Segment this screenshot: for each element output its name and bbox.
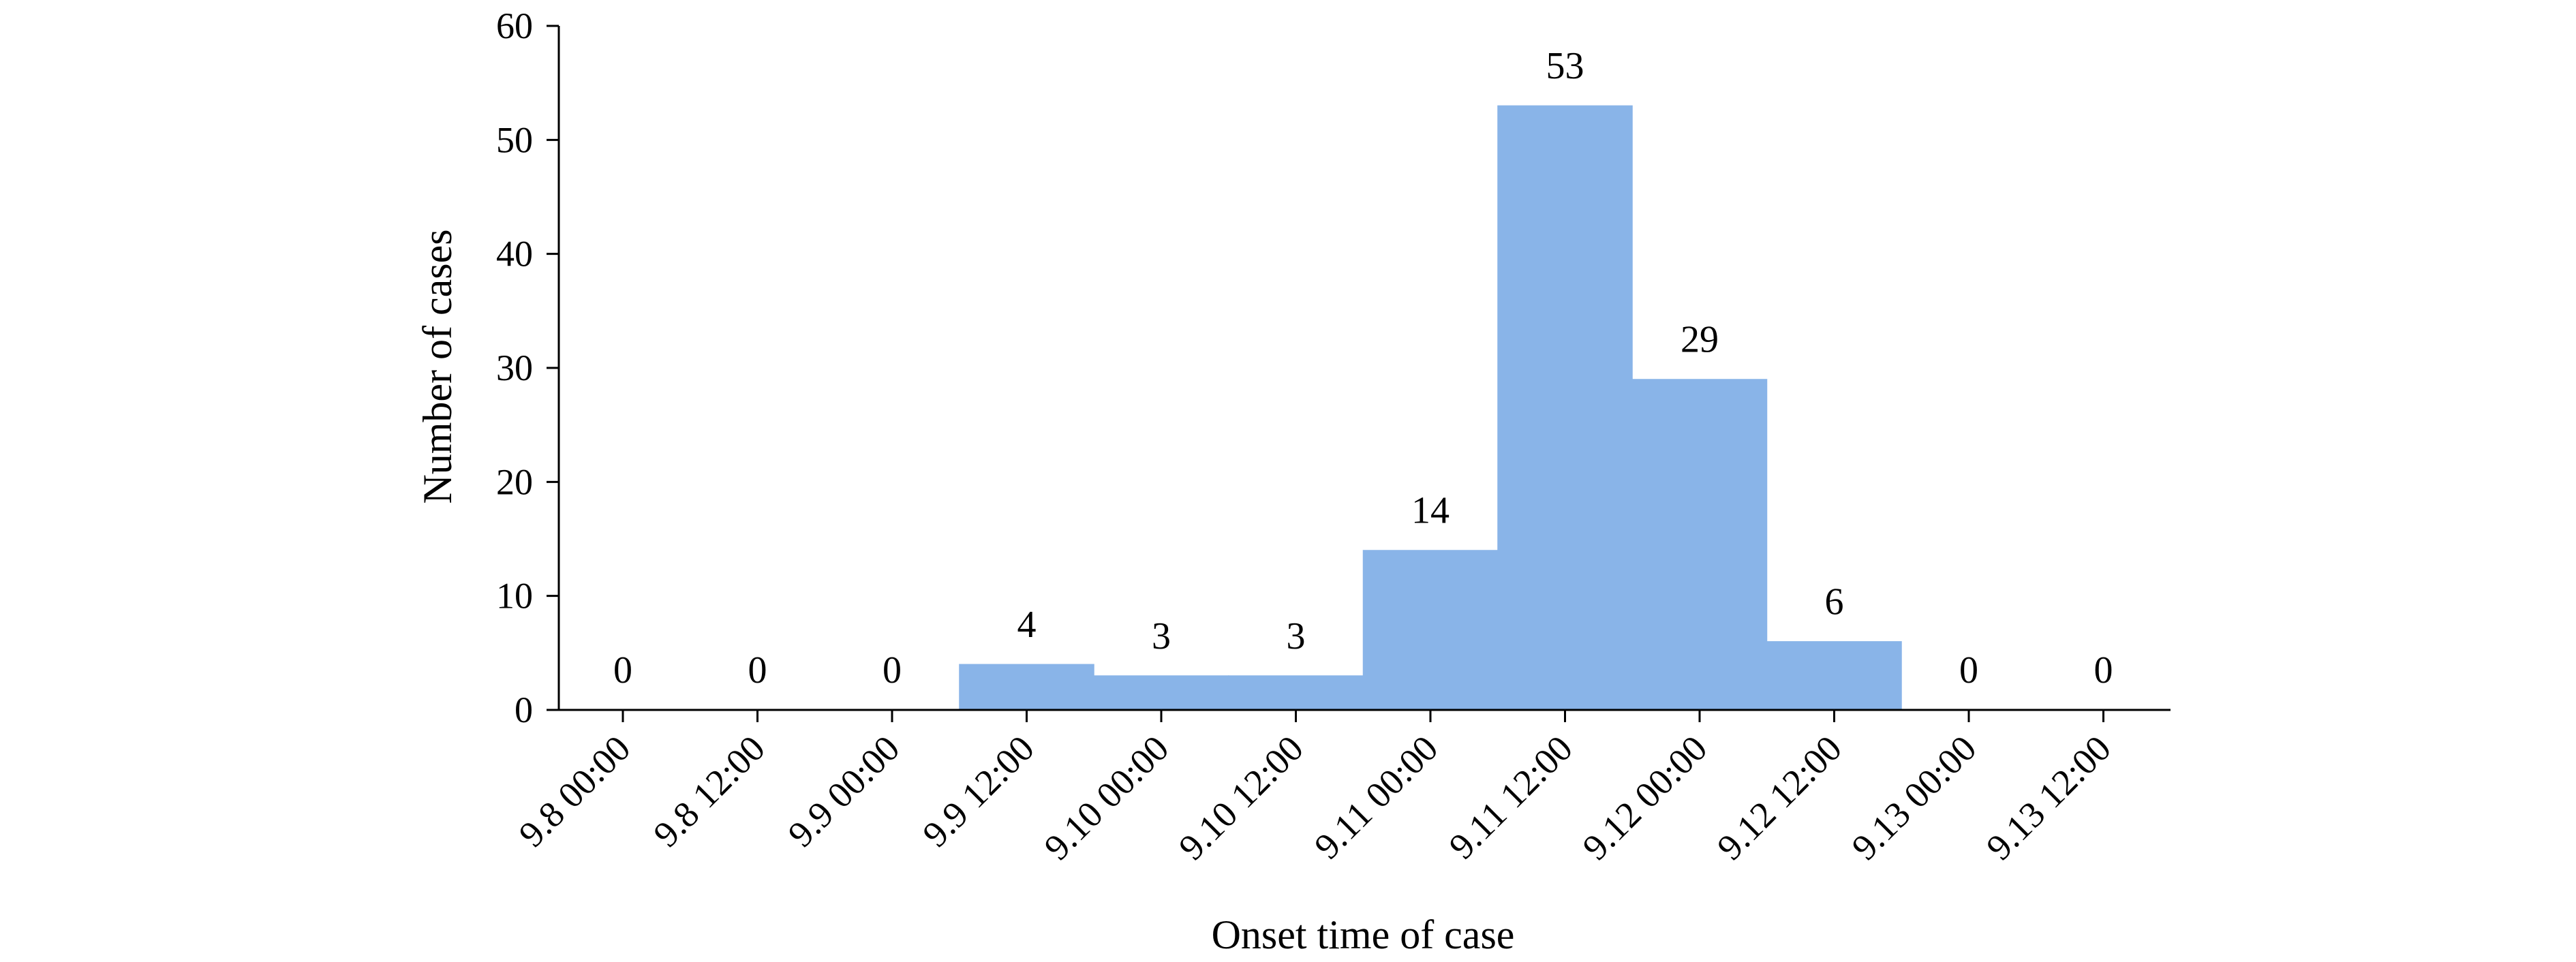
y-tick-label-2: 20 [496,461,533,502]
data-label-7: 53 [1546,45,1584,87]
x-tick-label-5: 9.10 12:00 [1171,728,1311,868]
y-axis-title: Number of cases [415,229,460,503]
x-tick-label-9: 9.12 12:00 [1709,728,1850,868]
bar-8 [1631,379,1768,711]
bar-3 [959,664,1094,711]
x-tick-label-0: 9.8 00:00 [511,728,639,855]
x-axis-title: Onset time of case [1212,912,1515,957]
data-label-9: 6 [1825,581,1844,623]
bar-9 [1766,641,1902,711]
x-tick-label-4: 9.10 00:00 [1037,728,1177,868]
x-tick-label-6: 9.11 00:00 [1306,728,1445,867]
x-tick-label-11: 9.13 12:00 [1978,728,2119,868]
data-label-4: 3 [1152,615,1171,657]
x-tick-label-3: 9.9 12:00 [915,728,1042,855]
data-label-0: 0 [613,649,632,692]
x-axis-ticks: 9.8 00:00 9.8 12:00 9.9 00:00 9.9 12:009.10… [511,710,2119,868]
y-tick-label-4: 40 [496,234,533,275]
x-tick-label-8: 9.12 00:00 [1575,728,1715,868]
data-label-11: 0 [2094,649,2113,692]
y-tick-label-3: 30 [496,347,533,388]
data-label-1: 0 [748,649,767,692]
y-tick-label-6: 60 [496,5,533,46]
bar-7 [1497,105,1633,711]
data-label-8: 29 [1681,319,1719,361]
data-label-10: 0 [1959,649,1978,692]
bar-6 [1362,550,1499,711]
y-tick-label-1: 10 [496,576,533,617]
x-tick-label-1: 9.8 12:00 [645,728,773,855]
data-labels-group: 0 0 0 4 3 3 14 53 29 6 0 0 [613,45,2113,692]
data-label-6: 14 [1411,490,1450,532]
bar-4 [1093,675,1229,711]
bars-group [959,105,1902,711]
data-label-5: 3 [1287,615,1306,657]
y-axis-ticks: 0 10 20 30 40 50 60 [496,5,559,730]
data-label-2: 0 [883,649,902,692]
x-tick-label-10: 9.13 00:00 [1844,728,1984,868]
x-tick-label-7: 9.11 12:00 [1441,728,1580,867]
data-label-3: 4 [1017,604,1037,646]
x-tick-label-2: 9.9 00:00 [780,728,908,855]
bar-5 [1228,675,1364,711]
y-tick-label-0: 0 [515,689,533,730]
y-tick-label-5: 50 [496,119,533,160]
